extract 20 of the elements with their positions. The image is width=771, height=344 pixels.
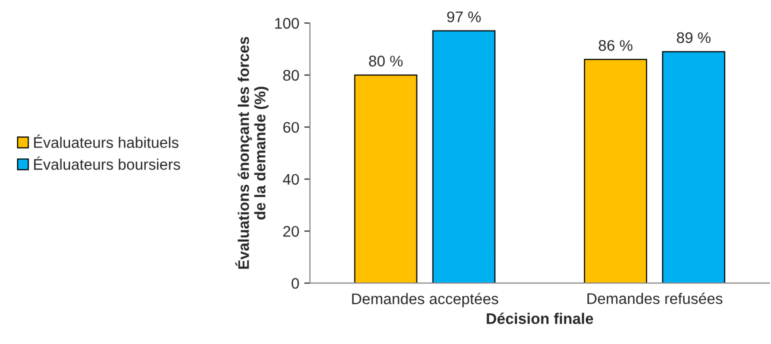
bar [432,30,496,284]
y-tick-label: 20 [283,226,299,237]
data-label: 97 % [447,11,481,22]
y-axis-title: Évaluations énonçant les forces de la demande (%) [235,36,268,269]
data-label: 86 % [598,40,632,51]
y-tick-label: 100 [275,18,299,29]
bar [354,74,418,284]
y-tick-label: 0 [292,278,299,289]
x-tick-label: Demandes acceptées [352,292,498,308]
y-tick-label: 60 [283,122,299,133]
data-label: 89 % [676,32,711,44]
x-axis-title: Décision finale [486,312,594,324]
bar [584,58,648,284]
bar [662,51,726,284]
legend-label: Évaluateurs habituels [34,134,178,148]
y-tick-label: 40 [282,174,299,185]
legend-label: Évaluateurs boursiers [34,156,180,170]
x-tick-label: Demandes refusées [587,292,722,304]
y-tick-label: 80 [283,70,299,81]
data-label: 80 % [369,56,403,66]
